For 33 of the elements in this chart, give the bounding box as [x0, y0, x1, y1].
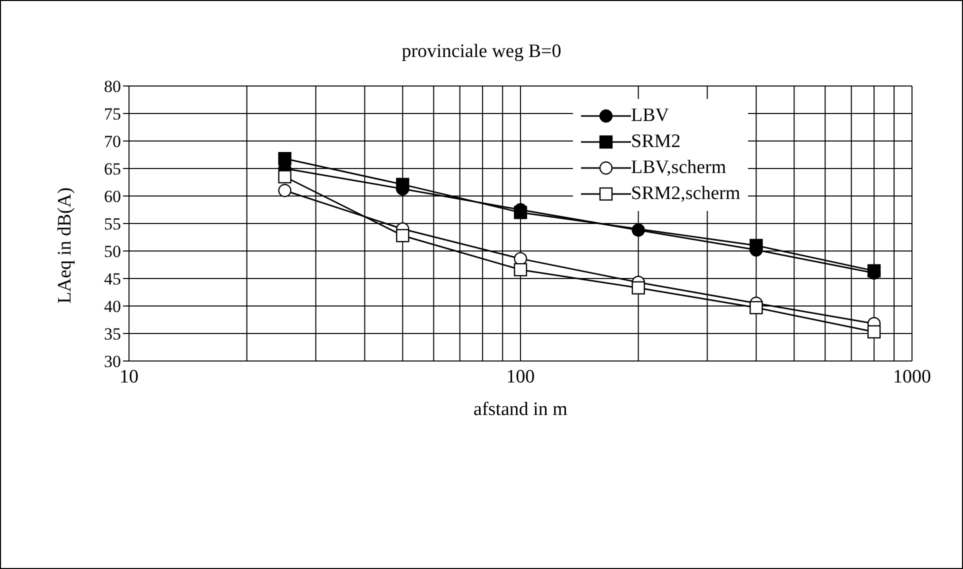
x-tick-label: 10 — [120, 366, 138, 388]
x-tick-label: 1000 — [893, 366, 931, 388]
y-tick-label: 35 — [104, 324, 121, 344]
chart-title: provinciale weg B=0 — [400, 41, 562, 63]
y-tick-label: 55 — [104, 214, 121, 234]
x-tick-label: 100 — [506, 366, 535, 388]
y-tick-label: 50 — [104, 242, 121, 262]
y-tick-label: 65 — [104, 160, 121, 179]
point — [750, 301, 763, 314]
legend-label: SRM2 — [631, 131, 681, 153]
point — [632, 281, 645, 294]
x-axis-title: afstand in m — [474, 399, 568, 420]
point — [278, 170, 292, 184]
y-axis-title: LAeq in dB(A) — [54, 187, 76, 304]
point — [514, 206, 528, 220]
y-tick-label: 80 — [104, 77, 121, 96]
y-tick-label: 75 — [104, 104, 121, 124]
point — [396, 229, 410, 242]
point — [632, 224, 645, 237]
point — [867, 325, 881, 338]
point — [396, 178, 410, 192]
y-tick-label: 30 — [104, 352, 121, 372]
y-tick-label: 40 — [104, 297, 121, 316]
y-tick-label: 70 — [104, 132, 121, 152]
y-tick-label: 60 — [104, 187, 121, 206]
legend-label: LBV,scherm — [631, 157, 726, 179]
legend-label: SRM2,scherm — [631, 183, 740, 205]
point — [867, 264, 881, 278]
y-tick-label: 45 — [104, 270, 121, 289]
legend-label: LBV — [631, 105, 669, 127]
point — [514, 263, 528, 276]
point — [750, 238, 763, 252]
point — [278, 152, 292, 166]
